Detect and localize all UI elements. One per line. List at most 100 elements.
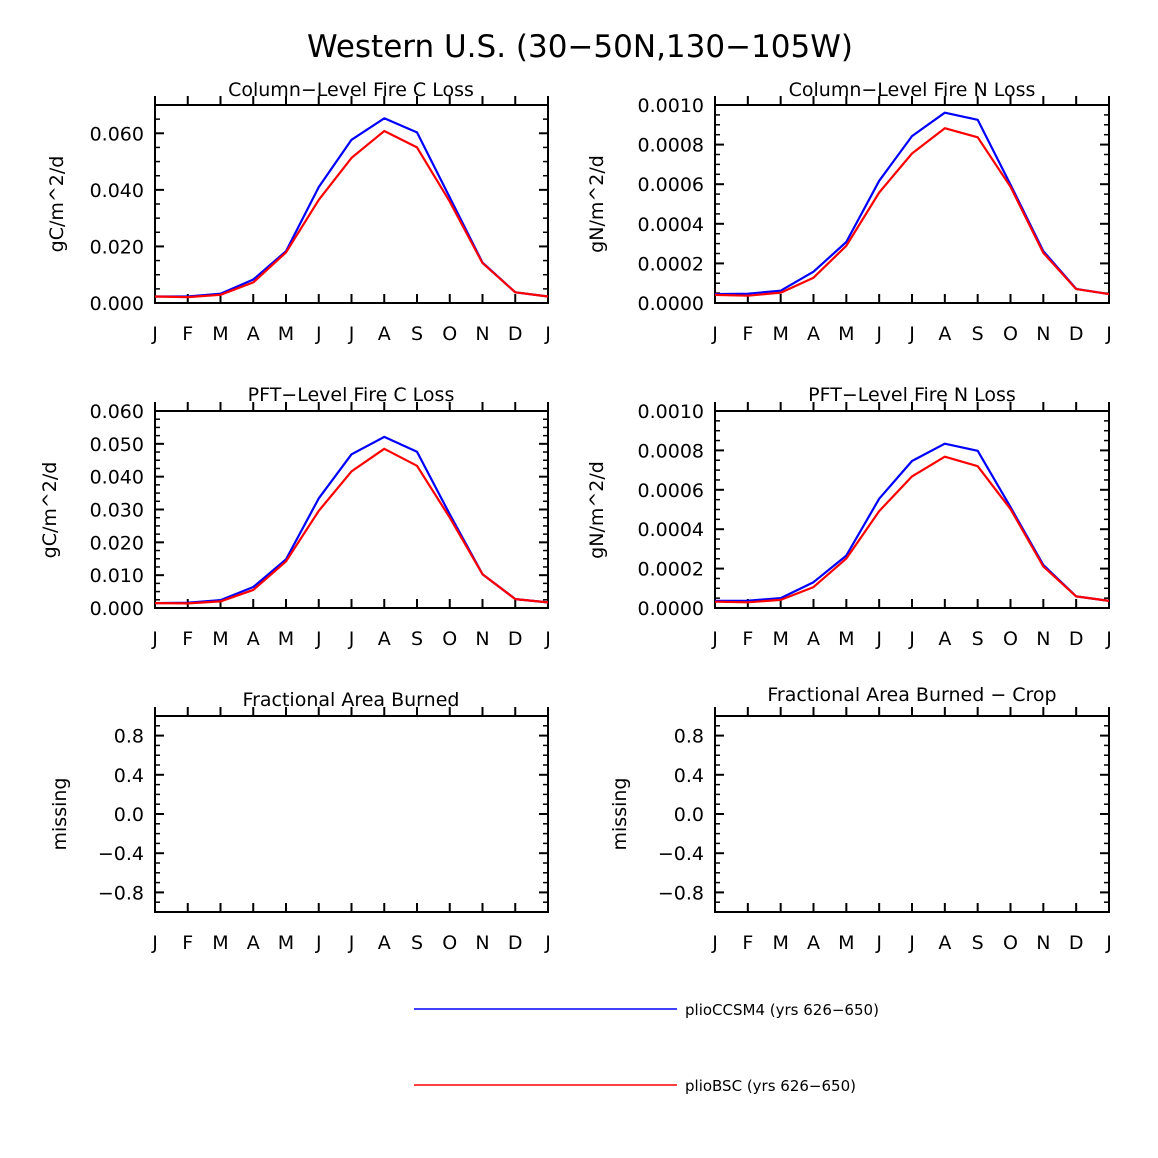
panel-1-marks: J F M A M J J A S O N D J0.00000.00020.00040.00060.0… <box>638 95 1112 345</box>
y-tick-label: 0.040 <box>90 180 144 202</box>
x-tick-label: J <box>315 323 322 345</box>
x-tick-label: J <box>151 323 158 345</box>
x-tick-label: A <box>247 323 260 345</box>
y-tick-label: −0.4 <box>658 843 704 865</box>
x-tick-label: F <box>742 323 753 345</box>
x-tick-label: J <box>875 323 882 345</box>
x-tick-label: J <box>151 628 158 650</box>
x-tick-label: M <box>278 932 294 954</box>
legend-label-pliocssm4: plioCCSM4 (yrs 626−650) <box>685 1001 879 1019</box>
y-axis-label: missing <box>609 778 631 851</box>
x-tick-label: D <box>508 932 523 954</box>
plot-frame <box>714 715 1110 913</box>
y-tick-label: 0.0008 <box>638 440 704 462</box>
x-tick-label: J <box>908 628 915 650</box>
legend-label-pliobsc: plioBSC (yrs 626−650) <box>685 1077 856 1095</box>
x-tick-label: O <box>1003 628 1018 650</box>
x-tick-label: F <box>182 628 193 650</box>
y-axis-label: gC/m^2/d <box>46 156 68 253</box>
panel-5-marks: J F M A M J J A S O N D J−0.8−0.40.00.40.8 <box>658 707 1112 954</box>
legend: plioCCSM4 (yrs 626−650) plioBSC (yrs 626… <box>414 1001 879 1095</box>
x-tick-label: S <box>972 628 984 650</box>
figure-title: Western U.S. (30−50N,130−105W) <box>307 29 853 65</box>
x-tick-label: J <box>348 323 355 345</box>
y-tick-label: 0.000 <box>90 598 144 620</box>
y-axis-label: gN/m^2/d <box>586 461 608 559</box>
x-tick-label: M <box>772 932 788 954</box>
x-tick-label: J <box>908 932 915 954</box>
x-tick-label: J <box>348 628 355 650</box>
x-tick-label: A <box>247 628 260 650</box>
x-tick-label: M <box>772 323 788 345</box>
x-tick-label: A <box>378 932 391 954</box>
x-tick-label: J <box>1105 323 1112 345</box>
series-line <box>154 447 549 605</box>
y-tick-label: 0.0006 <box>638 174 704 196</box>
x-tick-label: M <box>838 628 854 650</box>
x-tick-label: J <box>875 628 882 650</box>
y-tick-label: 0.0008 <box>638 135 704 157</box>
y-tick-label: 0.0006 <box>638 480 704 502</box>
x-tick-label: F <box>182 323 193 345</box>
y-tick-label: 0.060 <box>90 123 144 145</box>
series-line <box>714 455 1110 604</box>
y-axis-label: gC/m^2/d <box>39 462 61 559</box>
y-tick-label: 0.010 <box>90 565 144 587</box>
x-tick-label: F <box>742 628 753 650</box>
x-tick-label: M <box>212 323 228 345</box>
y-tick-label: 0.0004 <box>638 519 704 541</box>
panel-title: Column−Level Fire C Loss <box>228 79 474 101</box>
x-tick-label: O <box>442 628 457 650</box>
x-tick-label: S <box>972 323 984 345</box>
x-tick-label: J <box>1105 932 1112 954</box>
x-tick-label: N <box>1036 932 1050 954</box>
y-axis-label: gN/m^2/d <box>586 155 608 253</box>
x-tick-label: J <box>315 932 322 954</box>
x-tick-label: J <box>151 932 158 954</box>
x-tick-label: N <box>475 323 489 345</box>
x-tick-label: M <box>212 932 228 954</box>
y-tick-label: −0.8 <box>98 882 144 904</box>
y-tick-label: 0.020 <box>90 236 144 258</box>
x-tick-label: J <box>544 628 551 650</box>
x-tick-label: N <box>1036 628 1050 650</box>
x-tick-label: F <box>742 932 753 954</box>
panel-3-marks: J F M A M J J A S O N D J0.00000.00020.00040.00060.0… <box>638 401 1112 650</box>
x-tick-label: A <box>807 323 820 345</box>
y-tick-label: 0.000 <box>90 293 144 315</box>
x-tick-label: N <box>475 628 489 650</box>
panel-fractional-area-burned: Fractional Area Burned missing <box>49 689 549 913</box>
panel-2-marks: J F M A M J J A S O N D J0.0000.0100.0200.0300.0400.… <box>90 401 551 650</box>
panel-title: Fractional Area Burned <box>243 689 460 711</box>
panel-title: Column−Level Fire N Loss <box>789 79 1036 101</box>
x-tick-label: J <box>544 323 551 345</box>
x-tick-label: M <box>278 628 294 650</box>
y-axis-label: missing <box>49 778 71 851</box>
series-line <box>714 442 1110 603</box>
y-tick-label: 0.8 <box>674 726 704 748</box>
x-tick-label: J <box>908 323 915 345</box>
x-tick-label: D <box>1069 932 1084 954</box>
panel-title: Fractional Area Burned − Crop <box>767 684 1056 706</box>
plot-frame <box>154 104 549 304</box>
x-tick-label: M <box>278 323 294 345</box>
y-tick-label: 0.0004 <box>638 214 704 236</box>
x-tick-label: O <box>442 932 457 954</box>
x-tick-label: J <box>544 932 551 954</box>
plot-frame <box>154 715 549 913</box>
x-tick-label: J <box>315 628 322 650</box>
x-tick-label: F <box>182 932 193 954</box>
y-tick-label: 0.0010 <box>638 95 704 117</box>
y-tick-label: 0.0 <box>114 804 144 826</box>
y-tick-label: 0.0 <box>674 804 704 826</box>
x-tick-label: N <box>1036 323 1050 345</box>
y-tick-label: 0.050 <box>90 434 144 456</box>
y-tick-label: 0.030 <box>90 500 144 522</box>
panel-fractional-area-burned-crop: Fractional Area Burned − Crop missing <box>609 684 1110 913</box>
y-tick-label: 0.040 <box>90 467 144 489</box>
y-tick-label: −0.4 <box>98 843 144 865</box>
series-line <box>714 127 1110 297</box>
